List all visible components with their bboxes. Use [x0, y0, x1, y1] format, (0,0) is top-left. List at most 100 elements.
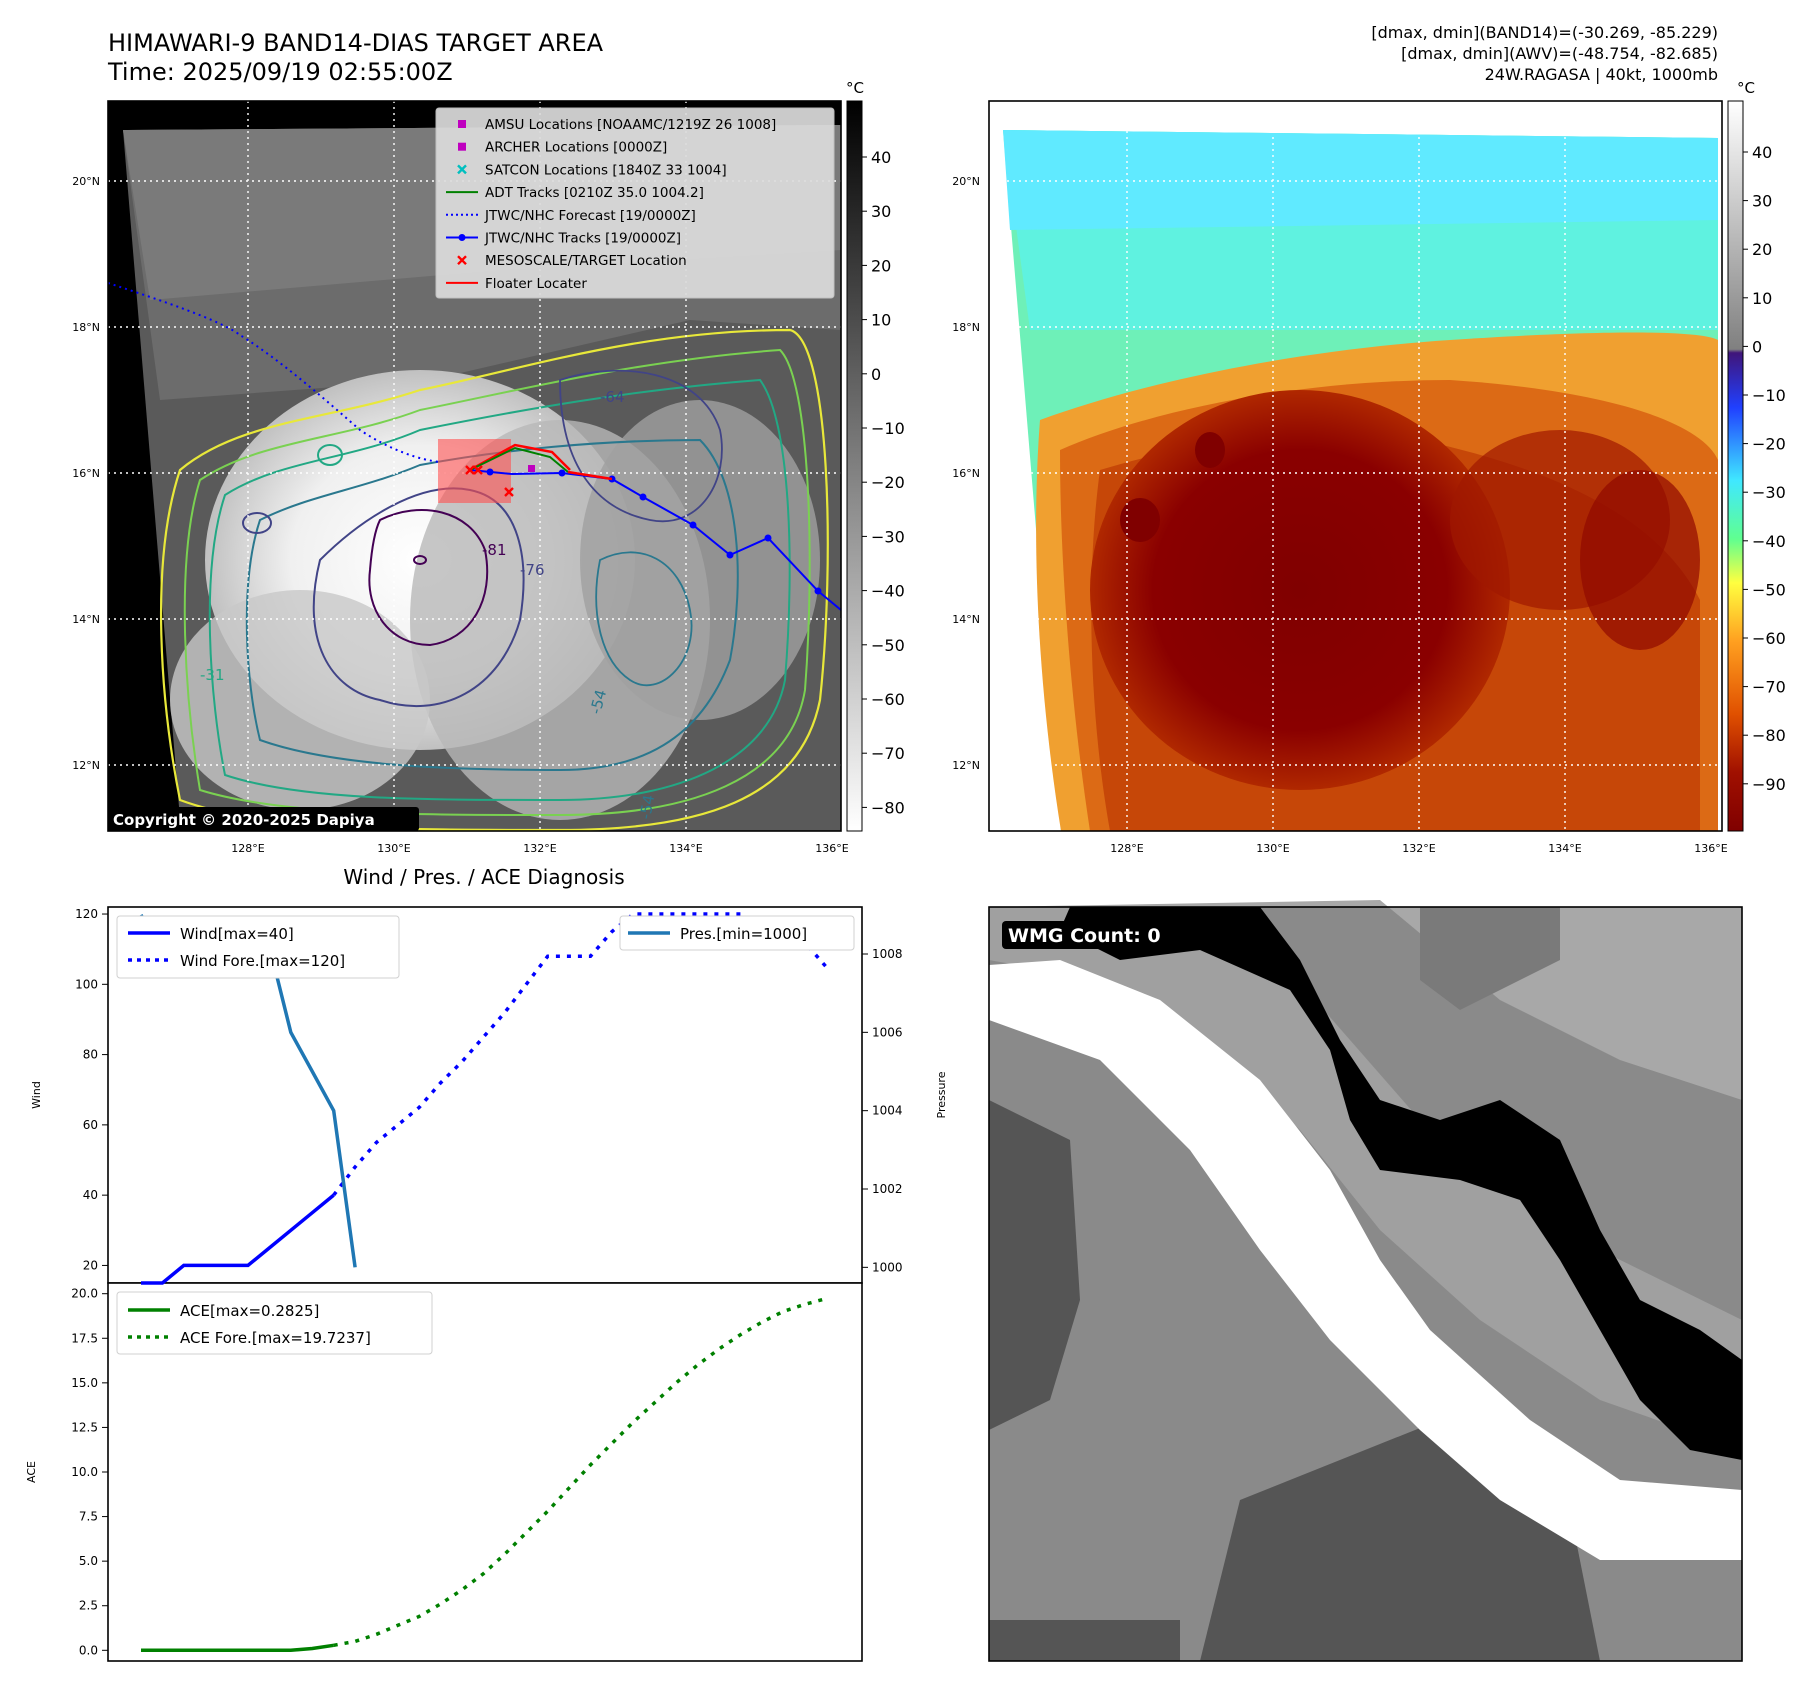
ir-map-lat-labels: 20°N 18°N 16°N 14°N 12°N [72, 175, 100, 772]
contour-label-2: -76 [520, 561, 545, 579]
colorbar-tick-label: −50 [1752, 580, 1786, 599]
map-legend-items: AMSU Locations [NOAAMC/1219Z 26 1008] ARC… [446, 117, 776, 292]
jtwc-track-points [486, 468, 822, 595]
contour-label-1: -64 [600, 388, 625, 406]
pressure-legend: Pres.[min=1000] [619, 915, 855, 951]
ir-map-panel: -64 -76 -81 -54 -31 -54 AMSU Locations [… [108, 101, 841, 831]
svg-text:130°E: 130°E [377, 842, 410, 855]
colorbar-tick-label: 40 [871, 148, 891, 167]
svg-text:20°N: 20°N [952, 175, 980, 188]
ace-tick-label: 12.5 [71, 1420, 98, 1434]
colorbar-tick-label: −40 [871, 582, 905, 601]
legend-wind: Wind[max=40] [180, 925, 294, 943]
color-colorbar-unit: °C [1737, 79, 1755, 97]
contour-label-5: -31 [200, 666, 225, 684]
ace-tick-label: 2.5 [79, 1599, 98, 1613]
mesoscale-target-markers [465, 465, 514, 497]
colorbar-tick-label: −70 [1752, 678, 1786, 697]
color-colorbar [1727, 100, 1744, 832]
jtwc-track-line [469, 469, 841, 611]
pressure-tick-label: 1002 [872, 1182, 903, 1196]
map-legend-label: ARCHER Locations [0000Z] [485, 140, 667, 156]
pressure-tick-label: 1008 [872, 947, 903, 961]
gray-colorbar [846, 100, 863, 832]
wmg-panel: WMG Count: 0 [989, 900, 1742, 1661]
contour-lines [160, 328, 829, 831]
svg-text:18°N: 18°N [72, 321, 100, 334]
adt-track-line [469, 446, 569, 473]
map-legend-label: JTWC/NHC Forecast [19/0000Z] [484, 208, 696, 224]
wind-tick-label: 100 [75, 977, 98, 991]
colorbar-tick-label: −60 [871, 690, 905, 709]
map-legend-item: ARCHER Locations [0000Z] [458, 140, 667, 156]
colorbar-tick-label: 40 [1752, 143, 1772, 162]
svg-text:134°E: 134°E [669, 842, 702, 855]
svg-text:16°N: 16°N [952, 467, 980, 480]
ir-map-lon-labels: 128°E 130°E 132°E 134°E 136°E [231, 842, 848, 855]
floater-locater-line [469, 443, 571, 472]
ace-axis-label: ACE [25, 1461, 38, 1483]
svg-text:132°E: 132°E [1402, 842, 1435, 855]
ace-tick-label: 17.5 [71, 1331, 98, 1345]
map-legend-item: MESOSCALE/TARGET Location [457, 253, 687, 269]
wind-legend: Wind[max=40] Wind Fore.[max=120] [116, 915, 400, 979]
wind-tick-label: 120 [75, 907, 98, 921]
wmg-black-band [1060, 907, 1742, 1460]
ace-tick-label: 5.0 [79, 1554, 98, 1568]
legend-square-marker [458, 142, 466, 151]
map-legend-item: JTWC/NHC Tracks [19/0000Z] [446, 231, 681, 247]
contour-label-3: -81 [482, 541, 507, 559]
colorbar-tick-label: −10 [1752, 386, 1786, 405]
svg-text:12°N: 12°N [72, 759, 100, 772]
contour-label-4: -54 [586, 688, 610, 716]
pressure-tick-label: 1006 [872, 1025, 903, 1039]
awv-map-frame [988, 100, 1723, 832]
legend-square-marker [458, 120, 466, 128]
colorbar-tick-label: −20 [871, 473, 905, 492]
colorbar-tick-label: 20 [1752, 240, 1772, 259]
ace-tick-label: 10.0 [71, 1465, 98, 1479]
wmg-frame [988, 906, 1743, 1662]
colorbar-tick-label: 20 [871, 256, 891, 275]
svg-text:18°N: 18°N [952, 321, 980, 334]
colorbar-tick-label: 10 [871, 311, 891, 330]
svg-text:134°E: 134°E [1548, 842, 1581, 855]
awv-map-gridlines [989, 101, 1722, 831]
map-legend-item: SATCON Locations [1840Z 33 1004] [457, 162, 727, 178]
map-legend-label: MESOSCALE/TARGET Location [485, 253, 687, 269]
main-title-line1: HIMAWARI-9 BAND14-DIAS TARGET AREA [108, 29, 604, 57]
map-legend-label: ADT Tracks [0210Z 35.0 1004.2] [485, 185, 704, 201]
svg-text:136°E: 136°E [1694, 842, 1727, 855]
pressure-axis-label: Pressure [935, 1071, 948, 1118]
svg-text:14°N: 14°N [72, 613, 100, 626]
info-line1: [dmax, dmin](BAND14)=(-30.269, -85.229) [1371, 23, 1718, 42]
legend-dot-marker [458, 234, 466, 241]
colorbar-tick-label: 30 [871, 202, 891, 221]
map-legend-label: JTWC/NHC Tracks [19/0000Z] [484, 231, 681, 247]
series-line-wind-fore-1 [332, 912, 828, 1197]
colorbar-tick-label: −20 [1752, 435, 1786, 454]
wind-tick-label: 60 [83, 1118, 98, 1132]
svg-text:20°N: 20°N [72, 175, 100, 188]
colorbar-tick-label: −90 [1752, 775, 1786, 794]
colorbar-tick-label: 30 [1752, 192, 1772, 211]
colorbar-tick-label: −30 [1752, 483, 1786, 502]
ace-legend: ACE[max=0.2825] ACE Fore.[max=19.7237] [116, 1291, 433, 1355]
map-legend-label: AMSU Locations [NOAAMC/1219Z 26 1008] [485, 117, 776, 133]
map-legend [435, 107, 835, 299]
wmg-count-label: WMG Count: 0 [1008, 925, 1161, 947]
gray-colorbar-unit: °C [846, 79, 864, 97]
ace-tick-label: 15.0 [71, 1376, 98, 1390]
colorbar-tick-label: −50 [871, 636, 905, 655]
wmg-white-band [989, 960, 1742, 1560]
pressure-tick-label: 1000 [872, 1260, 903, 1274]
map-legend-item: JTWC/NHC Forecast [19/0000Z] [446, 208, 696, 224]
colorbar-tick-label: 0 [871, 365, 881, 384]
wind-axis-label: Wind [30, 1081, 43, 1109]
contour-label-6: -54 [636, 793, 658, 820]
svg-text:12°N: 12°N [952, 759, 980, 772]
colorbar-tick-label: −30 [871, 527, 905, 546]
awv-map-panel [989, 101, 1722, 831]
pressure-tick-label: 1004 [872, 1104, 903, 1118]
